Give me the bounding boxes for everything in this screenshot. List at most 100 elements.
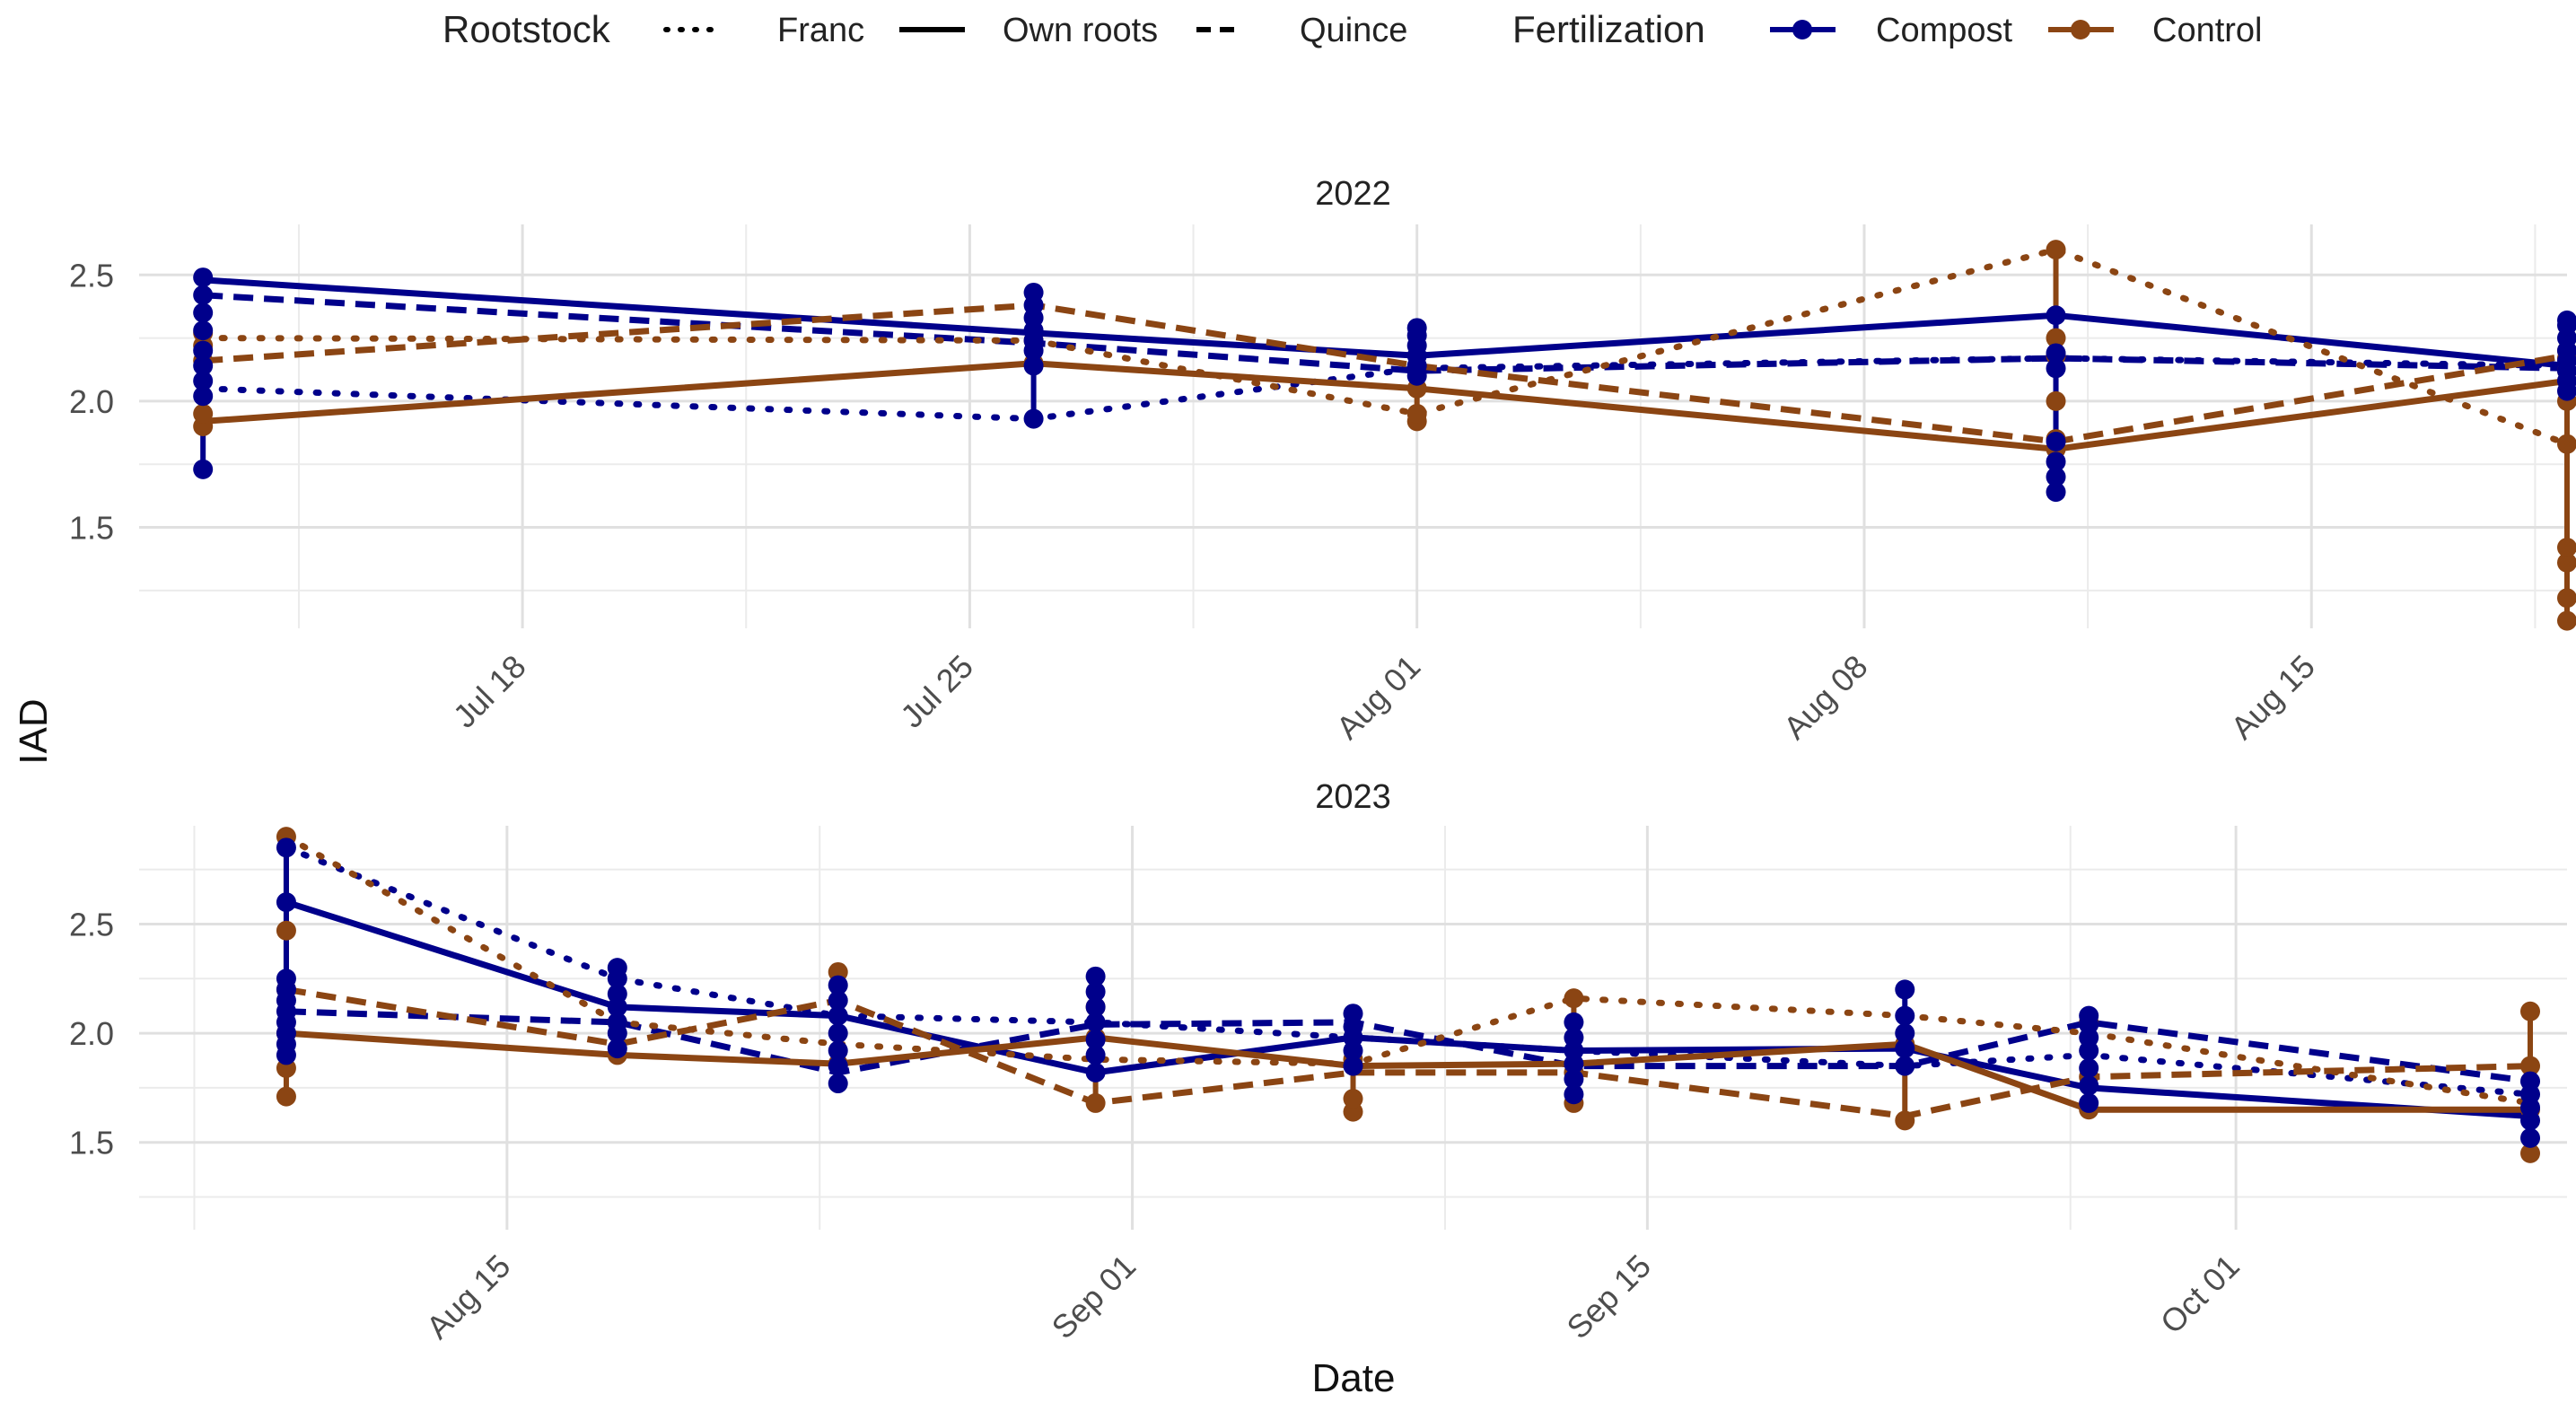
point-compost xyxy=(1023,282,1044,302)
point-compost xyxy=(1085,966,1106,986)
point-compost xyxy=(1343,1004,1363,1024)
legend-key-control-point xyxy=(2071,20,2090,39)
point-control xyxy=(193,403,214,424)
point-compost xyxy=(193,386,214,407)
point-compost xyxy=(1564,1027,1584,1047)
point-compost xyxy=(2079,1092,2099,1113)
point-control xyxy=(2557,538,2576,557)
point-control xyxy=(276,1086,296,1107)
legend-label-own: Own roots xyxy=(1003,12,1158,49)
x-tick-label: Sep 01 xyxy=(1045,1248,1143,1346)
y-tick-label: 1.5 xyxy=(69,510,114,547)
panel-2023: 2023 1.5 2.0 2.5 Aug 15 Sep 01 Sep 15 Oct 01 xyxy=(69,778,2567,1345)
x-tick-label: Aug 15 xyxy=(419,1248,518,1346)
point-compost xyxy=(2079,1058,2099,1078)
point-compost xyxy=(607,1012,627,1032)
point-compost xyxy=(2079,1005,2099,1026)
point-compost xyxy=(2557,310,2576,330)
point-control xyxy=(2520,1056,2541,1076)
y-tick-label: 2.5 xyxy=(69,257,114,294)
x-tick-label: Aug 01 xyxy=(1329,648,1428,747)
series-compost-own xyxy=(202,276,2568,369)
point-compost xyxy=(1895,1039,1915,1059)
legend-label-quince: Quince xyxy=(1300,12,1407,49)
point-compost xyxy=(1895,1023,1915,1044)
point-compost xyxy=(276,892,296,913)
x-tick-label: Aug 08 xyxy=(1776,648,1875,747)
point-compost xyxy=(1085,1062,1106,1083)
point-compost xyxy=(1085,1012,1106,1032)
point-compost xyxy=(193,320,214,341)
point-compost xyxy=(193,267,214,288)
point-compost xyxy=(828,1005,848,1026)
point-control xyxy=(1564,988,1584,1009)
point-control xyxy=(1343,1089,1363,1109)
point-control xyxy=(276,920,296,941)
point-control xyxy=(1406,403,1427,424)
x-axis-title: Date xyxy=(1312,1356,1396,1400)
point-compost xyxy=(2046,343,2066,364)
point-compost xyxy=(2046,467,2066,487)
point-compost xyxy=(828,1023,848,1044)
legend-key-compost-point xyxy=(1792,20,1812,39)
point-control xyxy=(2557,610,2576,631)
point-control xyxy=(1085,1092,1106,1113)
legend-label-franc: Franc xyxy=(777,12,864,49)
x-tick-label: Jul 18 xyxy=(446,648,533,735)
point-compost xyxy=(1406,318,1427,338)
point-compost xyxy=(276,837,296,858)
point-control xyxy=(2557,552,2576,573)
point-compost xyxy=(1085,1045,1106,1065)
point-compost xyxy=(607,984,627,1004)
point-control xyxy=(1895,1110,1915,1131)
legend: Rootstock Franc Own roots Quince Fertili… xyxy=(442,8,2263,50)
point-compost xyxy=(1023,408,1044,429)
legend-label-compost: Compost xyxy=(1876,12,2012,49)
point-compost xyxy=(193,459,214,479)
y-tick-label: 2.5 xyxy=(69,906,114,942)
point-compost xyxy=(607,958,627,978)
point-control xyxy=(2557,434,2576,454)
point-compost xyxy=(828,990,848,1011)
point-compost xyxy=(1023,355,1044,376)
point-compost xyxy=(2079,1075,2099,1096)
x-tick-label: Sep 15 xyxy=(1559,1248,1658,1346)
point-compost xyxy=(1564,1069,1584,1090)
legend-label-control: Control xyxy=(2152,12,2263,49)
point-control xyxy=(2046,240,2066,260)
point-compost xyxy=(2046,451,2066,472)
point-compost xyxy=(1895,1056,1915,1076)
point-compost xyxy=(2046,305,2066,326)
panel-title: 2022 xyxy=(1315,175,1391,213)
point-control xyxy=(2520,1001,2541,1021)
point-compost xyxy=(828,1074,848,1094)
x-tick-label: Jul 25 xyxy=(893,648,980,735)
point-control xyxy=(2520,1143,2541,1163)
point-compost xyxy=(1085,981,1106,1002)
point-compost xyxy=(2520,1071,2541,1091)
point-compost xyxy=(193,355,214,376)
point-compost xyxy=(193,371,214,391)
y-axis-title: IAD xyxy=(12,698,56,764)
point-compost xyxy=(2046,482,2066,503)
y-tick-label: 1.5 xyxy=(69,1125,114,1161)
point-compost xyxy=(2520,1127,2541,1148)
point-compost xyxy=(2046,358,2066,379)
legend-rootstock-title: Rootstock xyxy=(442,8,611,50)
series-control-quince xyxy=(202,302,2568,445)
panel-title: 2023 xyxy=(1315,778,1391,816)
point-compost xyxy=(1564,1012,1584,1032)
point-compost xyxy=(1085,996,1106,1017)
point-compost xyxy=(1895,1005,1915,1026)
point-compost xyxy=(607,1039,627,1059)
panel-2022: 2022 1.5 2.0 2.5 Jul 18 Jul 25 Aug 01 Aug 08 Aug… xyxy=(69,175,2576,746)
legend-fertilization-title: Fertilization xyxy=(1512,8,1705,50)
point-compost xyxy=(828,1040,848,1061)
point-compost xyxy=(1895,979,1915,1000)
point-control xyxy=(2557,588,2576,609)
point-compost xyxy=(1085,1030,1106,1050)
point-compost xyxy=(2046,431,2066,451)
point-compost xyxy=(828,975,848,995)
point-compost xyxy=(1343,1056,1363,1076)
